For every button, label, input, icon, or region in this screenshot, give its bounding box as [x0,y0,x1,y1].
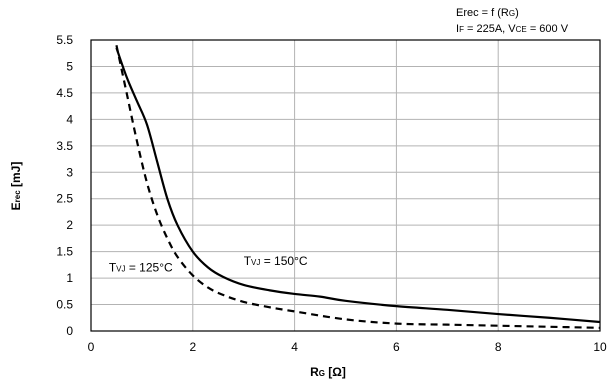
series-lines [115,45,601,329]
x-axis-sub: G [319,369,325,378]
y-tick-label: 0.5 [56,298,73,312]
x-tick-label: 0 [88,340,95,354]
formula-sub: G [509,9,515,18]
y-tick-label: 3 [66,165,73,179]
x-axis-title: RG [Ω] [310,365,346,379]
gridlines [91,40,600,331]
tick-labels: 0 2 4 6 8 10 0 0.5 1 1.5 2 2.5 3 3.5 4 4.5 5 5.5 [56,33,607,354]
vce-value: = 600 V [527,23,569,35]
plot-frame [90,39,601,332]
x-tick-label: 2 [189,340,196,354]
x-axis-main: R [310,365,319,379]
y-axis-main: E [9,202,23,210]
y-axis-sub: rec [13,190,22,203]
y-tick-label: 0 [66,324,73,338]
if-value: = 225A, V [464,23,516,35]
y-tick-label: 1 [66,271,73,285]
formula-close: ) [515,7,519,19]
series-line-tvj-125 [115,45,601,329]
y-tick-label: 5 [66,59,73,73]
x-tick-label: 6 [393,340,400,354]
y-axis-title: Erec [mJ] [9,162,23,211]
annotation-tvj-150: TVJ = 150°C [244,254,308,268]
y-tick-label: 2 [66,218,73,232]
y-tick-label: 4 [66,112,73,126]
conditions-label: IF = 225A, VCE = 600 V [456,23,569,35]
y-tick-label: 1.5 [56,245,73,259]
vce-sub: CE [516,25,527,34]
formula-main: Erec = f (R [456,7,509,19]
if-label: I [456,23,459,35]
y-tick-label: 4.5 [56,86,73,100]
formula-label: Erec = f (RG) [456,7,519,19]
x-tick-label: 4 [291,340,298,354]
if-sub: F [459,25,464,34]
y-axis-unit: [mJ] [9,162,23,191]
x-tick-label: 8 [495,340,502,354]
annotation-tvj-125: TVJ = 125°C [109,261,173,275]
y-tick-label: 3.5 [56,139,73,153]
y-tick-label: 5.5 [56,33,73,47]
x-axis-unit: [Ω] [325,365,346,379]
y-tick-label: 2.5 [56,192,73,206]
series-line-tvj-150 [115,47,601,324]
x-tick-label: 10 [593,340,607,354]
